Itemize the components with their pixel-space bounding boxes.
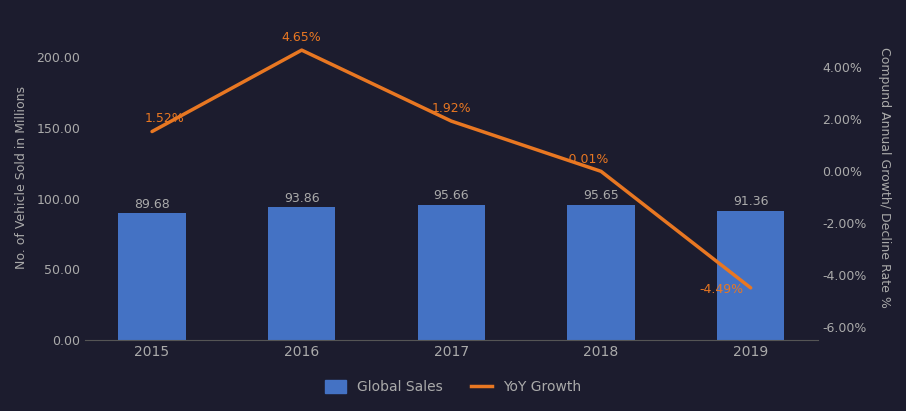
Text: 89.68: 89.68 — [134, 198, 170, 211]
Text: 91.36: 91.36 — [733, 196, 768, 208]
Text: -4.49%: -4.49% — [699, 283, 743, 296]
Bar — [418, 205, 485, 340]
Text: 4.65%: 4.65% — [282, 31, 322, 44]
Text: 93.86: 93.86 — [284, 192, 320, 205]
Text: 95.65: 95.65 — [583, 189, 619, 202]
Text: 1.92%: 1.92% — [431, 102, 471, 115]
Y-axis label: No. of Vehicle Sold in Millions: No. of Vehicle Sold in Millions — [15, 86, 28, 269]
Bar — [567, 205, 635, 340]
Bar — [119, 213, 186, 340]
Text: 95.66: 95.66 — [434, 189, 469, 202]
Text: -0.01%: -0.01% — [564, 152, 609, 166]
Text: 1.52%: 1.52% — [145, 112, 184, 125]
Bar — [268, 208, 335, 340]
Y-axis label: Compund Annual Growth/ Decline Rate %: Compund Annual Growth/ Decline Rate % — [878, 47, 891, 308]
Legend: Global Sales, YoY Growth: Global Sales, YoY Growth — [320, 375, 586, 400]
Bar — [717, 211, 785, 340]
